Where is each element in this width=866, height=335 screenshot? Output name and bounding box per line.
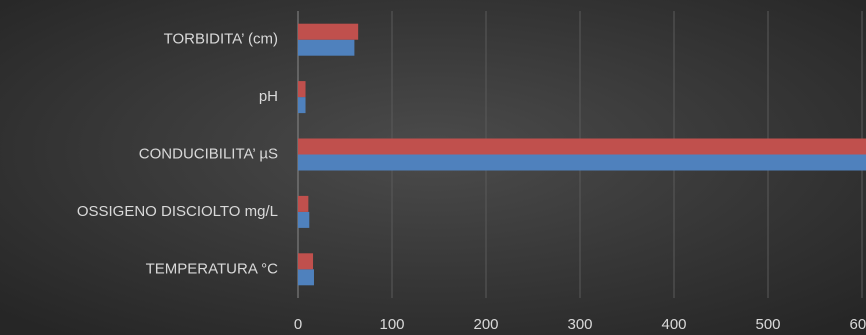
bar xyxy=(298,253,314,270)
y-tick-label: TEMPERATURA °C xyxy=(146,260,279,277)
bar xyxy=(298,154,866,171)
y-tick-label: CONDUCIBILITA’ µS xyxy=(139,145,278,162)
bar xyxy=(298,81,306,98)
bar xyxy=(298,97,306,114)
x-tick-label: 100 xyxy=(379,316,404,333)
x-tick-label: 600 xyxy=(849,316,866,333)
bar xyxy=(298,269,314,286)
x-tick-label: 300 xyxy=(567,316,592,333)
x-tick-label: 500 xyxy=(755,316,780,333)
y-tick-label: TORBIDITA’ (cm) xyxy=(164,31,278,48)
bar xyxy=(298,138,866,155)
y-tick-label: pH xyxy=(259,88,278,105)
bar xyxy=(298,23,359,40)
bar xyxy=(298,39,355,56)
y-tick-label: OSSIGENO DISCIOLTO mg/L xyxy=(77,203,278,220)
bar xyxy=(298,211,310,228)
x-tick-label: 0 xyxy=(294,316,302,333)
x-tick-label: 200 xyxy=(473,316,498,333)
x-tick-label: 400 xyxy=(661,316,686,333)
bar xyxy=(298,195,309,212)
